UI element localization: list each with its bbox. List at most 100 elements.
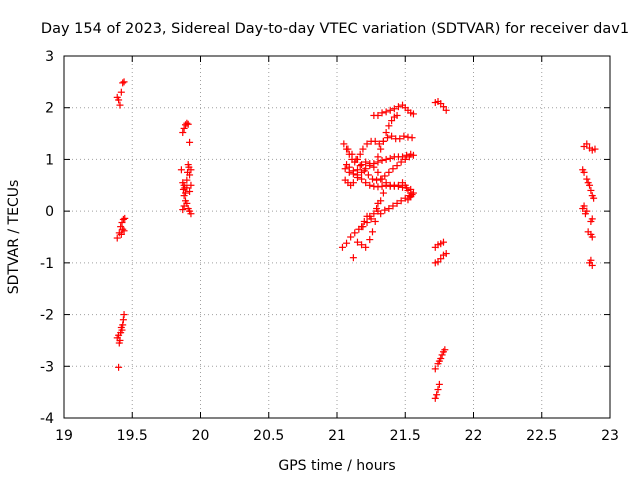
data-point xyxy=(377,175,385,183)
data-point xyxy=(351,229,359,237)
data-point xyxy=(352,155,360,163)
x-axis-label: GPS time / hours xyxy=(278,458,395,474)
data-point xyxy=(183,199,191,207)
data-point xyxy=(396,135,404,143)
x-tick-label: 20.5 xyxy=(253,428,284,444)
x-tick-label: 20 xyxy=(192,428,210,444)
data-point xyxy=(116,336,124,344)
data-point xyxy=(363,140,371,148)
data-point xyxy=(437,255,445,263)
data-point xyxy=(377,197,385,205)
data-point xyxy=(388,117,396,125)
data-point xyxy=(184,120,192,128)
data-point xyxy=(408,134,416,142)
data-point xyxy=(118,219,126,227)
data-point xyxy=(377,210,385,218)
data-point xyxy=(382,108,390,116)
data-point xyxy=(435,380,443,388)
data-point xyxy=(442,250,450,258)
data-point xyxy=(117,88,125,96)
data-point xyxy=(353,166,361,174)
data-point xyxy=(179,129,187,137)
data-point xyxy=(366,236,374,244)
data-point xyxy=(588,215,596,223)
data-point xyxy=(388,132,396,140)
data-point xyxy=(118,326,126,334)
data-point xyxy=(183,176,191,184)
data-point xyxy=(177,166,185,174)
data-point xyxy=(385,168,393,176)
data-point xyxy=(439,103,447,111)
data-point xyxy=(409,189,417,197)
x-tick-label: 22 xyxy=(465,428,483,444)
data-point xyxy=(390,105,398,113)
data-point xyxy=(119,79,127,87)
data-point xyxy=(381,206,389,214)
data-point xyxy=(362,179,370,187)
data-point xyxy=(378,156,386,164)
chart-title: Day 154 of 2023, Sidereal Day-to-day VTE… xyxy=(41,21,629,37)
grid-lines xyxy=(64,56,610,418)
data-point xyxy=(370,210,378,218)
data-point xyxy=(394,103,402,111)
data-point xyxy=(382,129,390,137)
data-point xyxy=(360,167,368,175)
y-tick-label: -4 xyxy=(40,411,54,427)
data-point xyxy=(384,134,392,142)
data-point xyxy=(393,162,401,170)
data-point xyxy=(341,165,349,173)
data-point xyxy=(438,351,446,359)
data-point xyxy=(119,316,127,324)
data-point xyxy=(368,175,376,183)
data-point xyxy=(439,238,447,246)
data-point xyxy=(116,101,124,109)
data-point xyxy=(113,234,121,242)
data-point xyxy=(431,394,439,402)
data-point xyxy=(587,256,595,264)
data-point xyxy=(120,78,128,86)
data-point xyxy=(397,197,405,205)
y-tick-label: 0 xyxy=(45,204,54,220)
data-point xyxy=(382,179,390,187)
data-point xyxy=(368,228,376,236)
data-point xyxy=(389,165,397,173)
data-points xyxy=(113,78,599,402)
data-point xyxy=(373,176,381,184)
data-point xyxy=(590,194,598,202)
data-point xyxy=(580,168,588,176)
data-point xyxy=(348,150,356,158)
data-point xyxy=(409,110,417,118)
data-point xyxy=(115,363,123,371)
data-point xyxy=(343,239,351,247)
data-point xyxy=(437,355,445,363)
y-tick-label: -3 xyxy=(40,359,54,375)
data-point xyxy=(179,185,187,193)
data-point xyxy=(401,181,409,189)
data-point xyxy=(115,96,123,104)
x-tick-label: 21.5 xyxy=(390,428,421,444)
data-point xyxy=(358,241,366,249)
data-point xyxy=(121,214,129,222)
data-point xyxy=(397,158,405,166)
data-point xyxy=(441,346,449,354)
data-point xyxy=(374,168,382,176)
data-point xyxy=(120,311,128,319)
data-point xyxy=(183,119,191,127)
data-point xyxy=(371,137,379,145)
data-point xyxy=(588,261,596,269)
data-point xyxy=(358,223,366,231)
x-tick-label: 19 xyxy=(55,428,73,444)
data-point xyxy=(379,137,387,145)
data-point xyxy=(362,158,370,166)
y-axis-label: SDTVAR / TECUs xyxy=(6,180,22,295)
data-point xyxy=(382,155,390,163)
data-point xyxy=(374,111,382,119)
data-point xyxy=(183,184,191,192)
data-point xyxy=(404,186,412,194)
data-point xyxy=(371,217,379,225)
y-tick-label: 2 xyxy=(45,101,54,117)
data-point xyxy=(181,189,189,197)
data-point xyxy=(362,243,370,251)
